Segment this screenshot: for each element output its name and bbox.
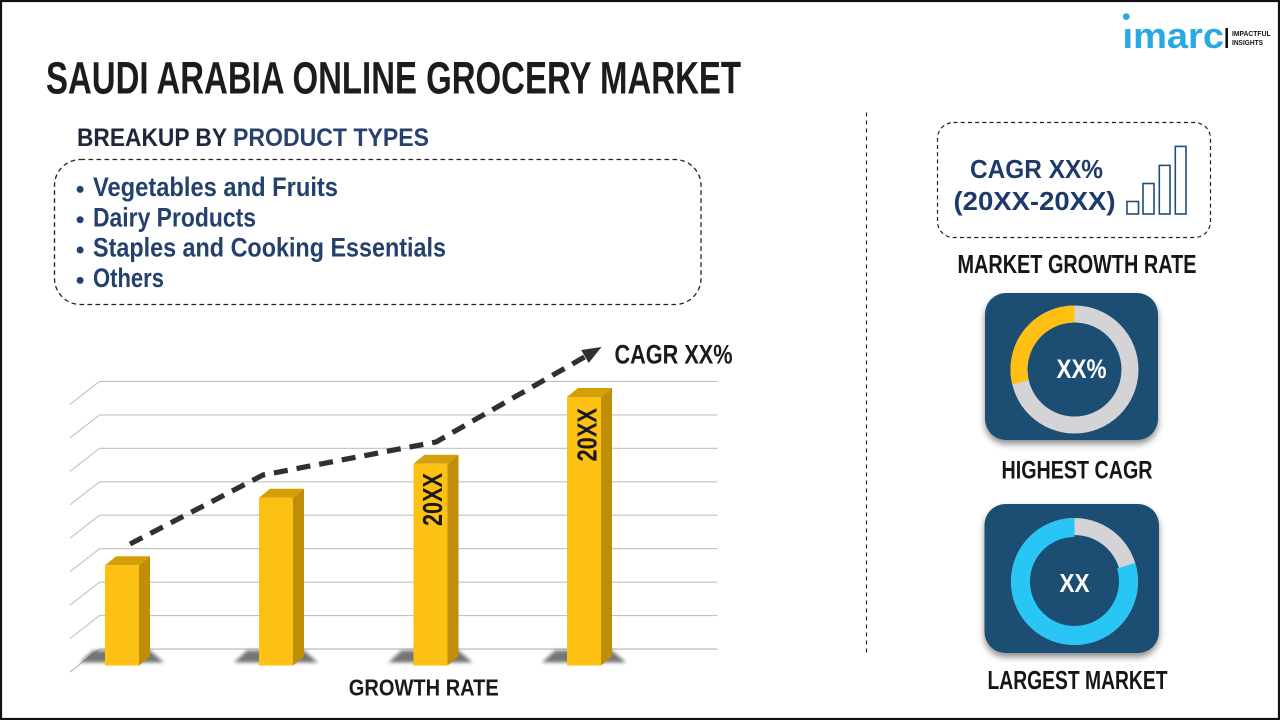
svg-text:MARKET GROWTH RATE: MARKET GROWTH RATE [958,249,1197,279]
svg-text:XX%: XX% [1057,354,1107,384]
svg-text:Staples and Cooking Essentials: Staples and Cooking Essentials [93,233,446,263]
svg-text:Others: Others [93,263,164,293]
svg-text:Dairy Products: Dairy Products [93,202,256,232]
svg-text:INSIGHTS: INSIGHTS [1232,38,1263,47]
svg-text:PRODUCT TYPES: PRODUCT TYPES [233,124,429,152]
svg-text:HIGHEST CAGR: HIGHEST CAGR [1002,457,1153,485]
svg-text:IMPACTFUL: IMPACTFUL [1232,29,1271,38]
svg-text:ımarc: ımarc [1123,15,1225,56]
svg-text:20XX: 20XX [572,407,603,461]
svg-text:GROWTH RATE: GROWTH RATE [349,675,499,701]
svg-text:CAGR XX%: CAGR XX% [970,154,1103,184]
svg-text:Vegetables and Fruits: Vegetables and Fruits [93,172,338,202]
svg-text:SAUDI ARABIA ONLINE GROCERY MA: SAUDI ARABIA ONLINE GROCERY MARKET [46,53,741,104]
svg-text:CAGR XX%: CAGR XX% [615,340,733,370]
svg-text:BREAKUP BY: BREAKUP BY [77,124,227,152]
svg-text:(20XX-20XX): (20XX-20XX) [954,186,1116,216]
svg-text:XX: XX [1060,568,1091,598]
svg-text:20XX: 20XX [417,472,448,526]
svg-text:LARGEST MARKET: LARGEST MARKET [988,665,1168,695]
